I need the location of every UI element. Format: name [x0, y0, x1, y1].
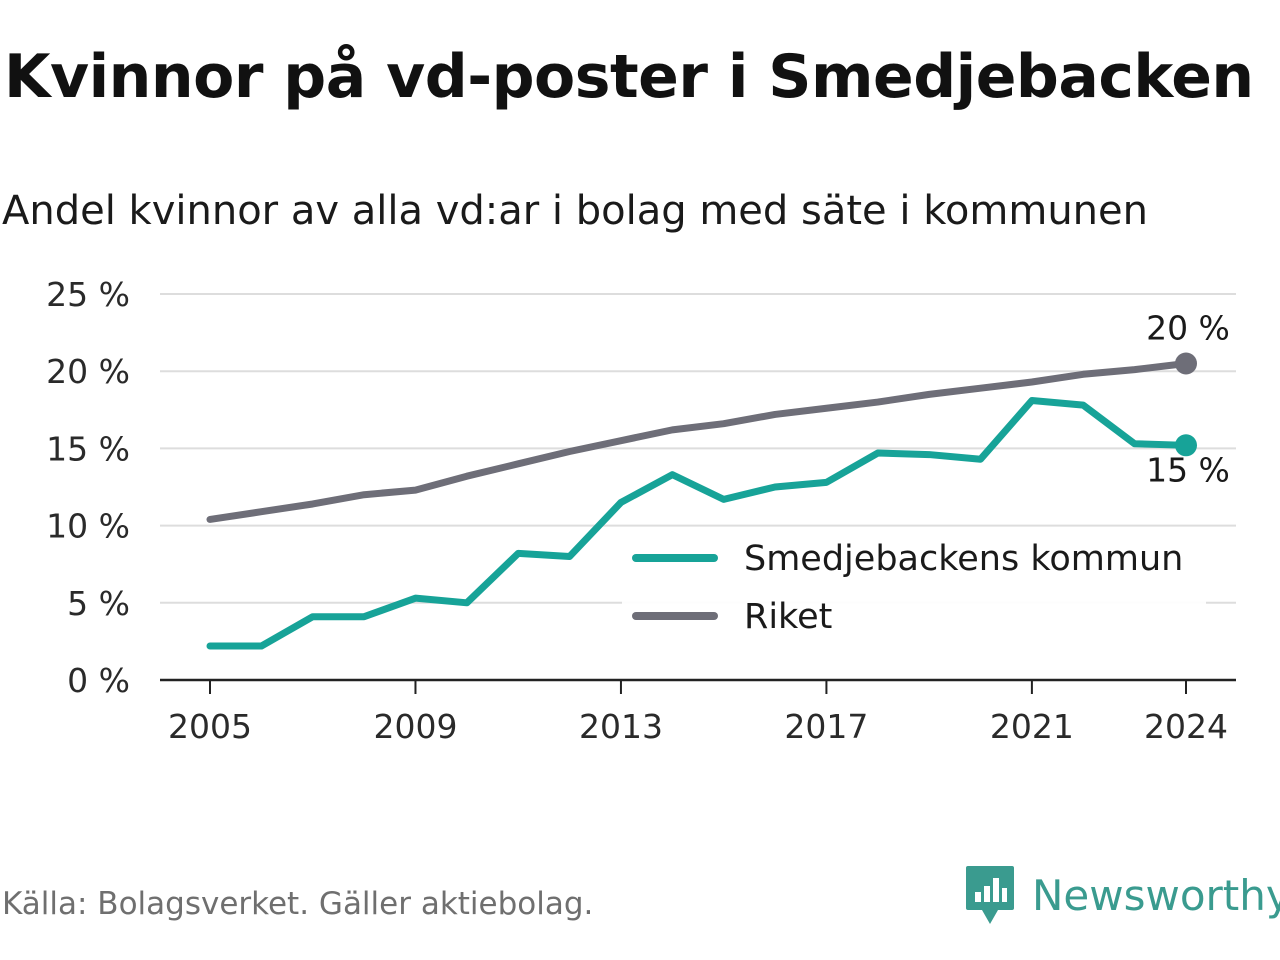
- x-tick-label: 2013: [579, 707, 663, 746]
- chart-title: Kvinnor på vd-poster i Smedjebacken: [4, 42, 1254, 112]
- chart-subtitle: Andel kvinnor av alla vd:ar i bolag med …: [2, 188, 1148, 234]
- y-tick-label: 0 %: [67, 661, 130, 700]
- y-tick-label: 20 %: [46, 352, 130, 391]
- x-tick-label: 2021: [990, 707, 1074, 746]
- y-tick-label: 15 %: [46, 429, 130, 468]
- series-end-label: 20 %: [1146, 308, 1230, 347]
- brand-logo: Newsworthy: [964, 864, 1280, 926]
- brand-name: Newsworthy: [1032, 870, 1280, 920]
- series-line: [206, 397, 1190, 650]
- y-tick-label: 5 %: [67, 584, 130, 623]
- series-end-point: [1175, 352, 1197, 375]
- y-tick-label: 25 %: [46, 275, 130, 314]
- series-line: [206, 359, 1190, 523]
- legend-label: Riket: [744, 597, 832, 637]
- x-tick-label: 2024: [1144, 707, 1228, 746]
- x-tick-label: 2009: [373, 707, 457, 746]
- newsworthy-logo-icon: [966, 866, 1014, 924]
- legend-box: [622, 532, 1206, 648]
- y-tick-label: 10 %: [46, 507, 130, 546]
- x-tick-label: 2005: [168, 707, 252, 746]
- legend-label: Smedjebackens kommun: [744, 539, 1183, 579]
- source-note: Källa: Bolagsverket. Gäller aktiebolag.: [2, 886, 594, 922]
- series-end-label: 15 %: [1146, 450, 1230, 489]
- series-end-point: [1175, 434, 1197, 457]
- x-tick-label: 2017: [784, 707, 868, 746]
